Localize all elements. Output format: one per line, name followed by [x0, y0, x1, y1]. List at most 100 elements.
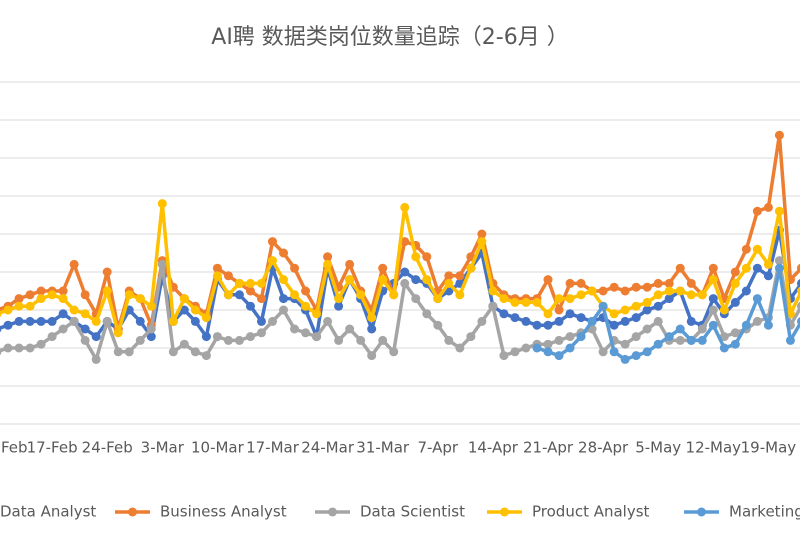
marker [620, 354, 630, 364]
marker [135, 294, 145, 304]
marker [58, 286, 68, 296]
marker [774, 130, 784, 140]
marker [741, 263, 751, 273]
marker [301, 328, 311, 338]
legend-label: Product Analyst [532, 503, 650, 521]
marker [80, 309, 90, 319]
marker [58, 309, 68, 319]
marker [212, 263, 222, 273]
marker [69, 305, 79, 315]
marker [488, 286, 498, 296]
marker [675, 324, 685, 334]
marker [565, 278, 575, 288]
marker [598, 347, 608, 357]
marker [763, 271, 773, 281]
legend-label: Data Scientist [360, 503, 465, 521]
x-tick-label: 24-Feb [82, 439, 133, 457]
marker [554, 305, 564, 315]
marker [25, 290, 35, 300]
marker [752, 294, 762, 304]
marker [245, 301, 255, 311]
marker [168, 347, 178, 357]
marker [741, 286, 751, 296]
marker [3, 305, 13, 315]
marker [323, 259, 333, 269]
marker [697, 324, 707, 334]
marker [719, 343, 729, 353]
marker [400, 278, 410, 288]
marker [25, 343, 35, 353]
marker [345, 275, 355, 285]
marker [631, 282, 641, 292]
marker [256, 328, 266, 338]
marker [763, 202, 773, 212]
x-tick-label: 28-Apr [578, 439, 629, 457]
marker [190, 347, 200, 357]
marker [3, 320, 13, 330]
marker [301, 301, 311, 311]
marker [157, 259, 167, 269]
marker [268, 316, 277, 326]
marker [631, 351, 641, 361]
marker [521, 343, 531, 353]
marker [69, 259, 79, 269]
marker [91, 316, 101, 326]
marker [14, 294, 24, 304]
marker [323, 316, 333, 326]
marker [554, 316, 564, 326]
marker [422, 275, 432, 285]
marker [25, 316, 35, 326]
marker [455, 290, 465, 300]
marker [664, 278, 674, 288]
marker [102, 267, 112, 277]
marker [301, 286, 311, 296]
marker [58, 294, 68, 304]
marker [587, 316, 597, 326]
marker [598, 301, 608, 311]
marker [708, 263, 718, 273]
marker [400, 202, 410, 212]
marker [653, 316, 663, 326]
marker [334, 335, 344, 345]
marker [124, 347, 134, 357]
marker [576, 290, 586, 300]
marker [532, 297, 542, 307]
marker [378, 263, 388, 273]
marker [47, 290, 57, 300]
marker [80, 335, 90, 345]
marker [179, 305, 189, 315]
marker [653, 290, 663, 300]
marker [686, 316, 696, 326]
marker [510, 313, 520, 323]
marker [708, 275, 718, 285]
marker [212, 271, 222, 281]
marker [708, 320, 718, 330]
marker [444, 335, 454, 345]
marker [587, 286, 597, 296]
marker [256, 278, 266, 288]
marker [796, 301, 800, 311]
x-tick-label: 14-Apr [468, 439, 519, 457]
marker [554, 335, 564, 345]
marker [653, 301, 663, 311]
marker [223, 335, 233, 345]
marker [598, 286, 608, 296]
marker [774, 206, 784, 216]
marker [80, 290, 90, 300]
x-tick-label: 10-Mar [191, 439, 245, 457]
marker [14, 343, 24, 353]
marker [256, 316, 266, 326]
series [532, 263, 800, 364]
marker [245, 278, 255, 288]
marker [543, 347, 553, 357]
marker [433, 294, 443, 304]
marker [367, 324, 377, 334]
legend-marker [328, 507, 337, 517]
marker [80, 324, 90, 334]
marker [411, 294, 421, 304]
marker [146, 324, 156, 334]
marker [245, 332, 255, 342]
marker [245, 286, 255, 296]
marker [752, 316, 762, 326]
marker [752, 263, 762, 273]
